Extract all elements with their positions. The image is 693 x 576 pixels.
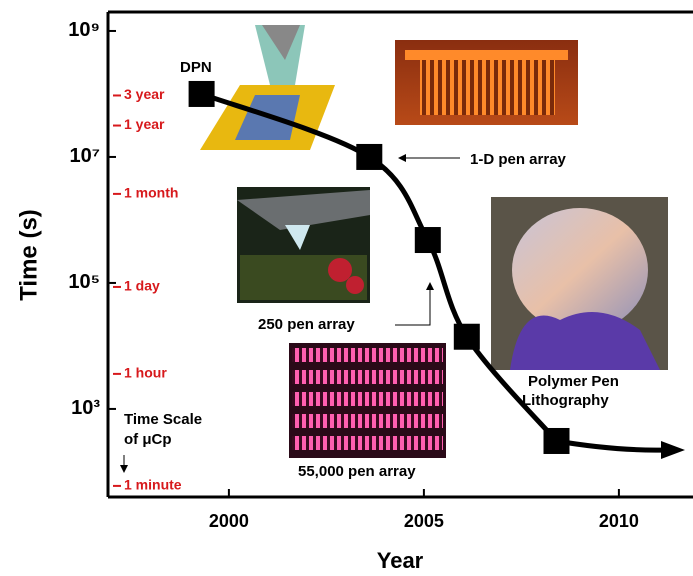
annotation: 55,000 pen array [298,463,416,480]
annotation-arrow [395,288,431,326]
55000-array-image [289,343,446,458]
time-tick-label: 1 year [124,116,165,132]
annotation: Time Scale [124,411,202,428]
time-tick-label: 1 minute [124,477,182,493]
time-tick-label: 1 hour [124,365,167,381]
annotation: DPN [180,59,212,76]
time-tick-label: 1 month [124,185,178,201]
wafer-image [491,197,668,370]
marker [543,427,570,454]
250-array-image [237,187,370,303]
annotation: Lithography [522,392,609,409]
annotation: 250 pen array [258,316,355,333]
y-tick-label: 10⁷ [70,145,101,167]
annotation: of μCp [124,431,172,448]
annotation-arrow [120,465,128,473]
annotation: Polymer Pen [528,373,619,390]
y-axis-label: Time (s) [15,209,42,301]
annotation-arrow [426,282,434,290]
time-tick-label: 3 year [124,86,165,102]
marker [356,143,383,170]
axes-frame [106,10,693,499]
time-tick-label: 1 day [124,278,160,294]
x-tick-label: 2005 [404,511,444,531]
y-tick-label: 10⁹ [68,19,100,41]
x-tick-label: 2010 [599,511,639,531]
marker [414,227,441,254]
y-tick-label: 10⁵ [68,271,100,293]
1d-array-image [395,40,578,125]
y-tick-label: 10³ [71,397,100,419]
annotation: 1-D pen array [470,151,567,168]
x-axis-label: Year [377,548,424,573]
marker [453,323,480,350]
trend-arrowhead [661,440,685,459]
marker [188,80,215,107]
x-tick-label: 2000 [209,511,249,531]
trend-arrow [556,438,666,453]
annotation-arrow [398,154,406,162]
